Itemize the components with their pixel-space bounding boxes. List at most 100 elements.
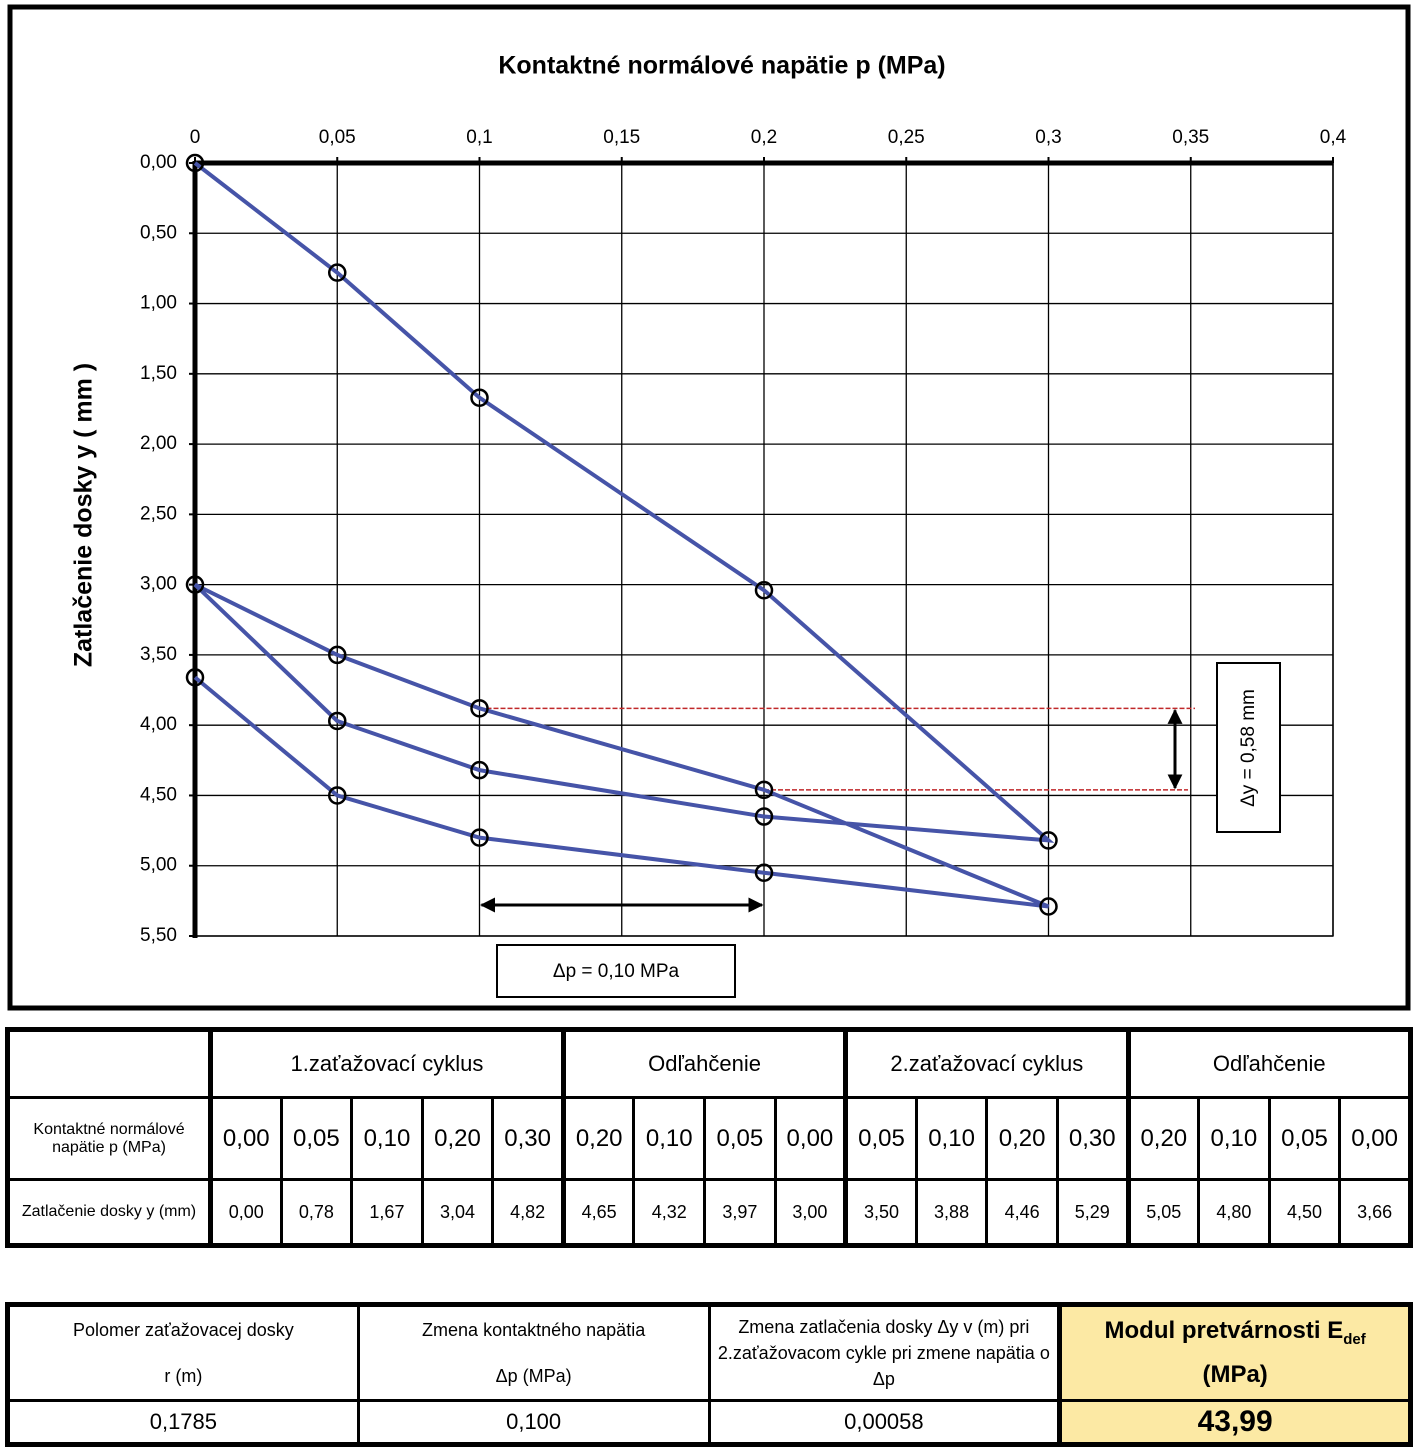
y-tick-label: 3,00 — [140, 574, 177, 595]
marker — [328, 711, 347, 731]
cell: 3,66 — [1338, 1178, 1412, 1247]
header-line: r (m) — [164, 1366, 203, 1386]
marker — [754, 581, 774, 600]
x-tick-label: 0,05 — [319, 127, 356, 148]
cell: 0,05 — [1267, 1096, 1342, 1181]
cell: 4,80 — [1197, 1178, 1271, 1247]
marker — [1039, 831, 1058, 850]
x-tick-label: 0,35 — [1172, 127, 1209, 148]
cell: 4,65 — [560, 1178, 636, 1247]
cell: 0,05 — [703, 1096, 777, 1181]
x-tick-label: 0,2 — [751, 127, 777, 148]
cell: 0,10 — [1197, 1096, 1271, 1181]
cell: 3,88 — [914, 1178, 989, 1247]
delta-p-label: Δp = 0,10 MPa — [553, 961, 680, 982]
x-tick-label: 0,3 — [1035, 127, 1061, 148]
marker — [470, 828, 489, 847]
header-row: Polomer zaťažovacej dosky r (m) Zmena kont… — [6, 1303, 1412, 1402]
cell: 0,20 — [420, 1096, 495, 1181]
cell: 0,05 — [279, 1096, 354, 1181]
x-tick-label: 0,1 — [466, 127, 492, 148]
marker — [1039, 897, 1058, 916]
cell: 0,10 — [350, 1096, 424, 1181]
loading-table: 1.zaťažovací cyklus Odľahčenie 2.zaťažovac… — [5, 1027, 1413, 1248]
header-cell: Zmena kontaktného napätia Δp (MPa) — [356, 1303, 711, 1402]
header-row: 1.zaťažovací cyklus Odľahčenie 2.zaťažovac… — [6, 1028, 1413, 1099]
cell: 0,10 — [914, 1096, 989, 1181]
y-tick-label: 3,50 — [140, 644, 177, 665]
y-tick-label: 0,00 — [140, 152, 177, 173]
cell: 0,05 — [843, 1096, 918, 1181]
x-tick-label: 0,4 — [1320, 127, 1347, 148]
marker — [185, 668, 205, 687]
modulus-unit: (MPa) — [1202, 1361, 1268, 1389]
y-tick-label: 4,00 — [140, 714, 177, 735]
cell: 5,29 — [1055, 1178, 1130, 1247]
header-cell: Polomer zaťažovacej dosky r (m) — [6, 1303, 360, 1402]
marker — [328, 786, 347, 805]
value-cell: 0,1785 — [6, 1399, 360, 1446]
cell: 0,20 — [1125, 1096, 1201, 1181]
cell: 0,78 — [279, 1178, 354, 1247]
marker — [754, 780, 774, 800]
y-tick-label: 2,00 — [140, 433, 177, 454]
y-tick-label: 1,00 — [140, 293, 177, 314]
cell: 4,50 — [1267, 1178, 1342, 1247]
x-tick-label: 0 — [190, 127, 201, 148]
header-line: Polomer zaťažovacej dosky — [72, 1320, 294, 1340]
cell: 3,04 — [420, 1178, 495, 1247]
cell: 4,82 — [491, 1178, 565, 1247]
row-label: Kontaktné normálové napätie p (MPa) — [6, 1096, 212, 1181]
corner-cell — [6, 1028, 212, 1099]
value-row: 0,1785 0,100 0,00058 43,99 — [6, 1399, 1412, 1446]
delta-p-box — [496, 944, 736, 998]
delta-y-label: Δy = 0,58 mm — [1238, 689, 1259, 807]
marker — [328, 645, 347, 665]
cell: 0,20 — [985, 1096, 1059, 1181]
marker — [185, 575, 205, 594]
modulus-header: Modul pretvárnosti Edef (MPa) — [1057, 1303, 1412, 1402]
header-line: Zmena zatlačenia dosky Δy v (m) pri 2.za… — [717, 1317, 1050, 1389]
value-cell: 0,00058 — [707, 1399, 1062, 1446]
y-tick-label: 2,50 — [140, 503, 177, 524]
cell: 0,20 — [560, 1096, 636, 1181]
cell: 3,50 — [843, 1178, 918, 1247]
series-line — [193, 161, 1055, 909]
cell: 4,46 — [985, 1178, 1059, 1247]
marker — [185, 153, 205, 173]
x-tick-label: 0,25 — [888, 127, 925, 148]
value-cell: 0,100 — [356, 1399, 711, 1446]
y-tick-label: 4,50 — [140, 784, 177, 805]
group-header: 1.zaťažovací cyklus — [208, 1028, 565, 1099]
y-tick-label: 5,00 — [140, 855, 177, 876]
header-line: Δp (MPa) — [495, 1366, 572, 1386]
row-label: Zatlačenie dosky y (mm) — [6, 1178, 212, 1247]
chart-title: Kontaktné normálové napätie p (MPa) — [498, 52, 945, 80]
marker — [470, 388, 489, 407]
data-row: Kontaktné normálové napätie p (MPa) 0,00 0… — [6, 1096, 1412, 1181]
chart-frame — [7, 4, 1411, 1011]
y-tick-label: 5,50 — [140, 925, 177, 946]
y-axis-label: Zatlačenie dosky y ( mm ) — [70, 363, 98, 667]
cell: 0,30 — [491, 1096, 565, 1181]
marker — [470, 699, 489, 718]
marker — [754, 863, 774, 883]
modulus-name: Modul pretvárnosti E — [1104, 1316, 1344, 1344]
group-header: Odľahčenie — [560, 1028, 848, 1099]
modulus-subscript: def — [1343, 1330, 1366, 1348]
cell: 1,67 — [350, 1178, 424, 1247]
delta-y-box — [1216, 662, 1281, 833]
cell: 0,30 — [1055, 1096, 1130, 1181]
modulus-value: 43,99 — [1057, 1399, 1412, 1446]
cell: 3,97 — [703, 1178, 777, 1247]
group-header: Odľahčenie — [1125, 1028, 1413, 1099]
header-cell: Zmena zatlačenia dosky Δy v (m) pri 2.za… — [707, 1303, 1062, 1402]
cell: 0,00 — [773, 1096, 848, 1181]
modulus-line: Modul pretvárnosti Edef — [1062, 1313, 1408, 1358]
cell: 0,00 — [1338, 1096, 1412, 1181]
header-line: Zmena kontaktného napätia — [422, 1320, 646, 1340]
cell: 4,32 — [632, 1178, 707, 1247]
data-row: Zatlačenie dosky y (mm) 0,00 0,78 1,67 3,04 4… — [6, 1178, 1412, 1247]
